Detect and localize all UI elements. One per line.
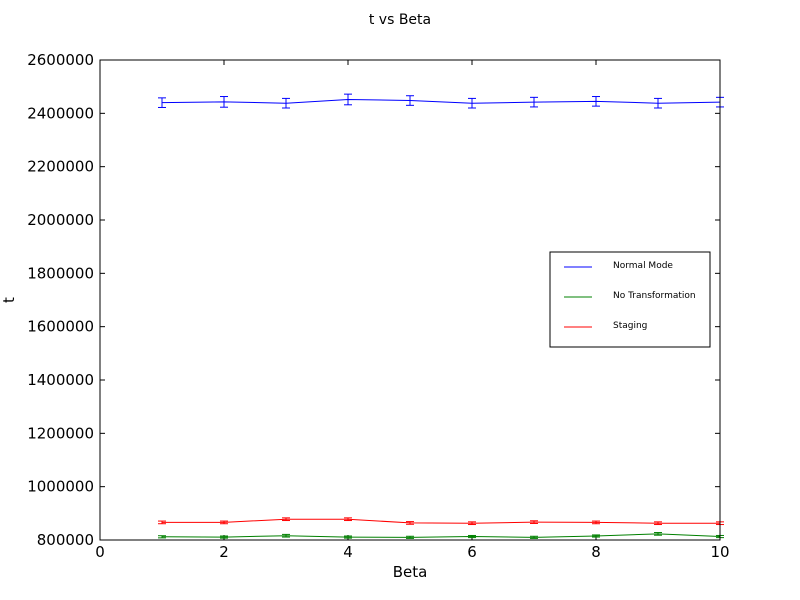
y-tick-label: 2600000	[27, 51, 94, 69]
y-tick-label: 800000	[37, 531, 94, 549]
y-tick-label: 2200000	[27, 158, 94, 176]
series-line	[161, 533, 721, 538]
series-line	[162, 518, 720, 524]
chart-title: t vs Beta	[369, 12, 431, 28]
y-tick-label: 1600000	[27, 318, 94, 336]
legend-label-no-transformation: No Transformation	[613, 291, 696, 301]
y-tick-label: 1400000	[27, 371, 94, 389]
series-staging	[158, 517, 724, 526]
x-tick-label: 4	[343, 543, 353, 561]
legend-label-normal-mode: Normal Mode	[613, 261, 673, 271]
series-no-transformation	[158, 532, 724, 539]
x-tick-label: 2	[219, 543, 229, 561]
y-tick-label: 1800000	[27, 264, 94, 282]
y-tick-label: 1000000	[27, 478, 94, 496]
x-tick-label: 0	[95, 543, 105, 561]
x-tick-label: 10	[710, 543, 729, 561]
y-tick-label: 2400000	[27, 104, 94, 122]
legend-label-staging: Staging	[613, 321, 647, 331]
y-axis-label: t	[0, 297, 18, 303]
x-tick-label: 6	[467, 543, 477, 561]
y-tick-label: 1200000	[27, 424, 94, 442]
ticks-layer: 0 2 4 6 8 10 800000 1000000 1200000 1400000 160000…	[27, 51, 729, 561]
plot-frame	[99, 59, 721, 541]
legend: Normal Mode No Transformation Staging	[549, 251, 711, 348]
legend-box	[549, 251, 711, 348]
y-tick-label: 2000000	[27, 211, 94, 229]
series-line	[161, 98, 721, 104]
x-axis-label: Beta	[393, 563, 428, 581]
series-layer	[158, 93, 724, 539]
x-tick-label: 8	[591, 543, 601, 561]
